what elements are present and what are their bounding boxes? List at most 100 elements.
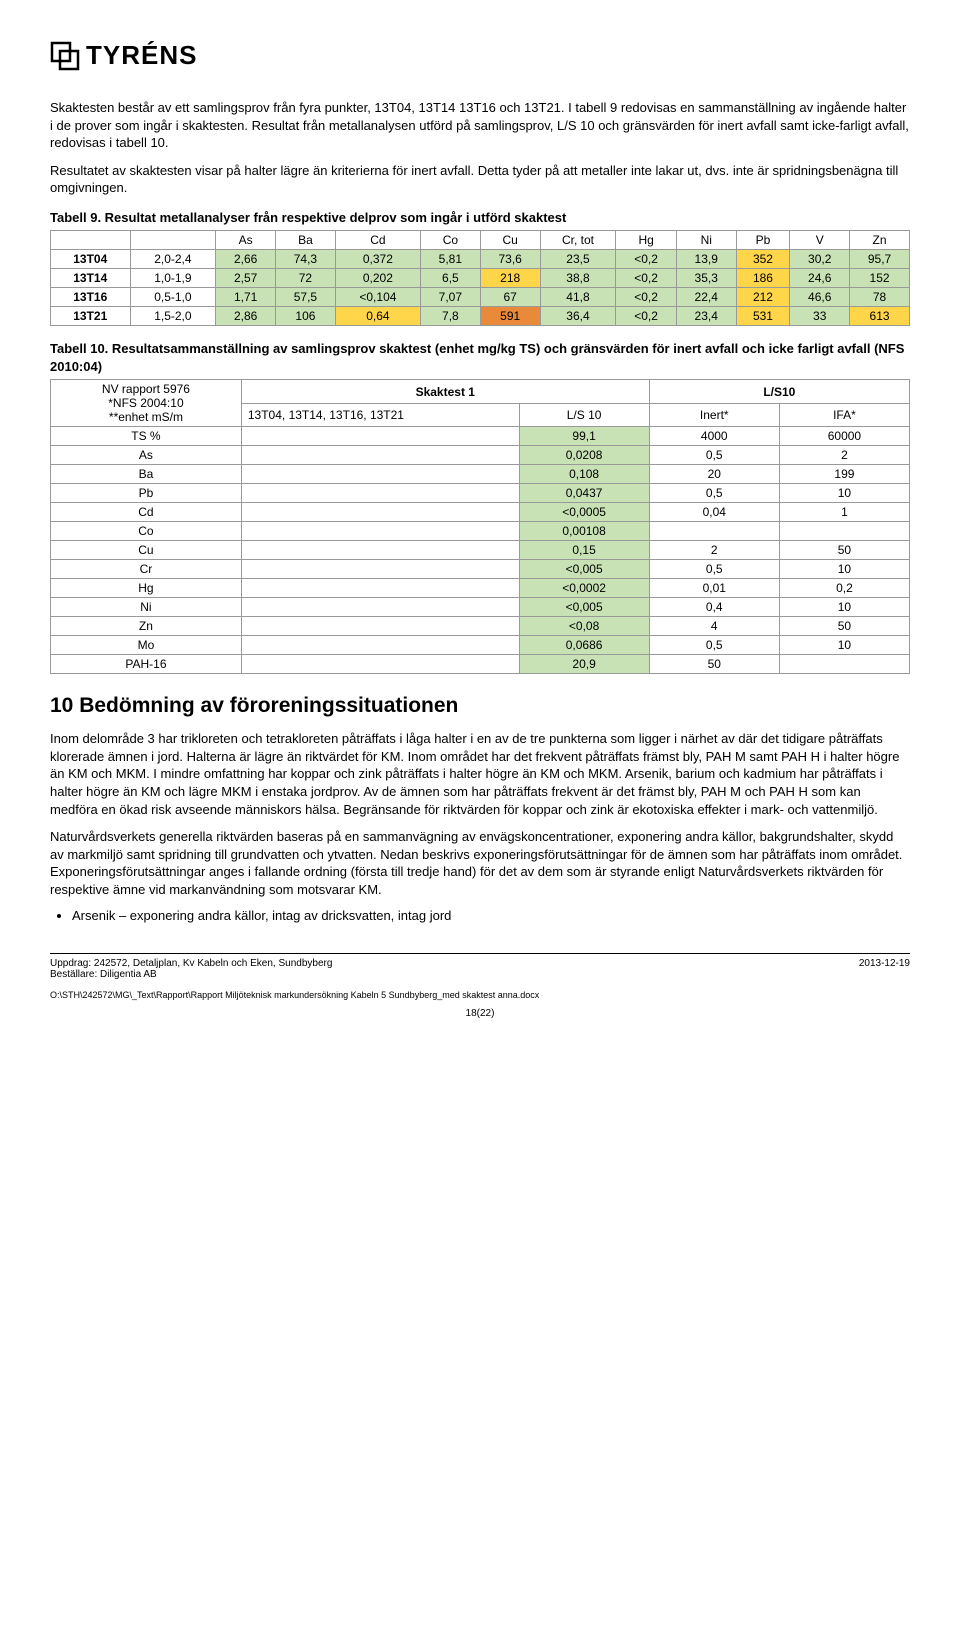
t10-ls10: <0,005 <box>519 560 649 579</box>
t10-ls10: 0,0208 <box>519 446 649 465</box>
t9-cell: 7,8 <box>420 307 480 326</box>
t9-row-range: 1,0-1,9 <box>130 269 216 288</box>
t9-cell: 1,71 <box>216 288 276 307</box>
paragraph-3: Inom delområde 3 har trikloreten och tet… <box>50 730 910 818</box>
t9-col-header <box>130 231 216 250</box>
paragraph-1: Skaktesten består av ett samlingsprov fr… <box>50 99 910 152</box>
t10-ifa: 0,2 <box>779 579 909 598</box>
t10-inert: 4 <box>649 617 779 636</box>
t10-sub <box>241 655 519 674</box>
t10-ls10: 0,00108 <box>519 522 649 541</box>
t9-cell: 35,3 <box>676 269 736 288</box>
t9-cell: 0,372 <box>335 250 420 269</box>
t10-sub-ifa: IFA* <box>779 403 909 427</box>
t10-ls10: <0,0002 <box>519 579 649 598</box>
t10-inert: 2 <box>649 541 779 560</box>
t10-ls10: 20,9 <box>519 655 649 674</box>
t9-cell: 78 <box>850 288 910 307</box>
t9-cell: <0,2 <box>616 288 676 307</box>
t9-cell: 95,7 <box>850 250 910 269</box>
t10-sub <box>241 427 519 446</box>
t9-col-header: Cu <box>480 231 540 250</box>
t10-param: Ba <box>51 465 242 484</box>
section-heading: 10 Bedömning av föroreningssituationen <box>50 694 910 718</box>
t10-param: Ni <box>51 598 242 617</box>
t10-inert: 0,4 <box>649 598 779 617</box>
logo: TYRÉNS <box>50 40 910 71</box>
t10-ls10: 0,15 <box>519 541 649 560</box>
table-10: NV rapport 5976 *NFS 2004:10 **enhet mS/… <box>50 379 910 674</box>
footer-uppdrag: Uppdrag: 242572, Detaljplan, Kv Kabeln o… <box>50 958 332 969</box>
t9-cell: <0,2 <box>616 250 676 269</box>
t10-ifa <box>779 522 909 541</box>
t10-inert: 0,5 <box>649 446 779 465</box>
t9-cell: 352 <box>736 250 790 269</box>
t10-ls10: 99,1 <box>519 427 649 446</box>
t10-ls10: 0,108 <box>519 465 649 484</box>
t10-ls10: <0,0005 <box>519 503 649 522</box>
t10-sub <box>241 503 519 522</box>
t9-col-header: Ni <box>676 231 736 250</box>
t9-cell: 186 <box>736 269 790 288</box>
t10-param: Pb <box>51 484 242 503</box>
t9-cell: 613 <box>850 307 910 326</box>
t9-cell: 591 <box>480 307 540 326</box>
t10-left-header: NV rapport 5976 *NFS 2004:10 **enhet mS/… <box>51 380 242 427</box>
t10-param: TS % <box>51 427 242 446</box>
t9-cell: 67 <box>480 288 540 307</box>
t9-cell: 531 <box>736 307 790 326</box>
t9-cell: 2,66 <box>216 250 276 269</box>
t10-inert <box>649 522 779 541</box>
t10-inert: 0,01 <box>649 579 779 598</box>
paragraph-2: Resultatet av skaktesten visar på halter… <box>50 162 910 197</box>
t10-sub <box>241 541 519 560</box>
logo-icon <box>50 41 80 71</box>
list-item: Arsenik – exponering andra källor, intag… <box>72 908 910 923</box>
t10-ifa: 199 <box>779 465 909 484</box>
t9-cell: 218 <box>480 269 540 288</box>
t9-cell: 5,81 <box>420 250 480 269</box>
footer-bestallare: Beställare: Diligentia AB <box>50 969 332 980</box>
t9-col-header: Co <box>420 231 480 250</box>
t9-col-header: Ba <box>276 231 336 250</box>
paragraph-4: Naturvårdsverkets generella riktvärden b… <box>50 828 910 898</box>
t9-cell: 23,5 <box>540 250 616 269</box>
footer: Uppdrag: 242572, Detaljplan, Kv Kabeln o… <box>50 953 910 980</box>
t9-cell: 30,2 <box>790 250 850 269</box>
t9-cell: 152 <box>850 269 910 288</box>
t9-cell: <0,104 <box>335 288 420 307</box>
t9-cell: 2,86 <box>216 307 276 326</box>
t9-cell: 36,4 <box>540 307 616 326</box>
t10-subleft: 13T04, 13T14, 13T16, 13T21 <box>241 403 519 427</box>
footer-path: O:\STH\242572\MG\_Text\Rapport\Rapport M… <box>50 990 910 1000</box>
t9-cell: 23,4 <box>676 307 736 326</box>
t10-inert: 50 <box>649 655 779 674</box>
t9-cell: 0,202 <box>335 269 420 288</box>
t10-ifa: 10 <box>779 560 909 579</box>
t9-col-header: V <box>790 231 850 250</box>
t10-sub-ls: L/S 10 <box>519 403 649 427</box>
t9-col-header <box>51 231 131 250</box>
logo-text: TYRÉNS <box>86 40 197 71</box>
t10-sub <box>241 598 519 617</box>
t9-cell: 0,64 <box>335 307 420 326</box>
t10-param: PAH-16 <box>51 655 242 674</box>
t10-sub <box>241 465 519 484</box>
footer-date: 2013-12-19 <box>859 958 910 980</box>
t9-row-id: 13T04 <box>51 250 131 269</box>
t9-row-range: 2,0-2,4 <box>130 250 216 269</box>
t10-param: Cu <box>51 541 242 560</box>
t9-row-id: 13T21 <box>51 307 131 326</box>
t10-ifa: 50 <box>779 541 909 560</box>
t9-row-range: 1,5-2,0 <box>130 307 216 326</box>
t9-cell: 22,4 <box>676 288 736 307</box>
t10-inert: 4000 <box>649 427 779 446</box>
t10-ifa: 10 <box>779 484 909 503</box>
t9-cell: 6,5 <box>420 269 480 288</box>
page-number: 18(22) <box>50 1008 910 1019</box>
bullet-list: Arsenik – exponering andra källor, intag… <box>72 908 910 923</box>
t9-cell: 13,9 <box>676 250 736 269</box>
t9-cell: 46,6 <box>790 288 850 307</box>
t9-col-header: Hg <box>616 231 676 250</box>
t10-param: As <box>51 446 242 465</box>
